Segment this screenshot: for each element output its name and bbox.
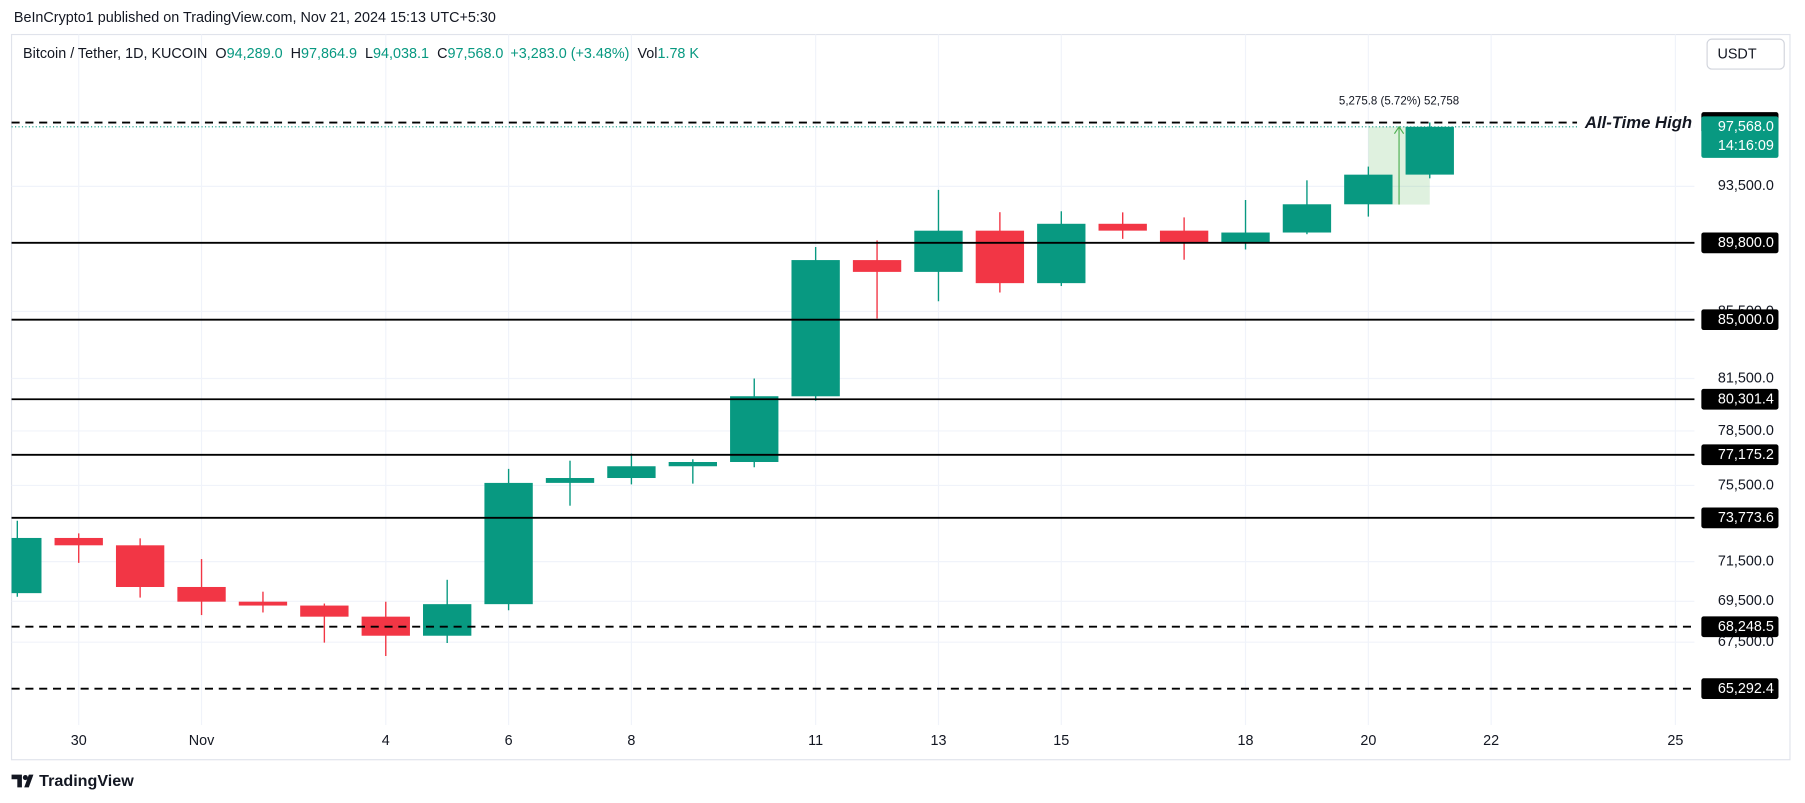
y-tick-label: 81,500.0 [1718,370,1774,386]
candle-body [607,466,656,479]
legend-label: O [215,46,226,62]
level-label: 80,301.4 [1718,392,1774,408]
x-tick-label: 22 [1483,733,1499,749]
countdown: 14:16:09 [1718,138,1774,154]
legend-label: L [365,46,373,62]
legend-label: H [291,46,301,62]
candle-body [730,396,779,462]
x-tick-label: 20 [1360,733,1376,749]
usdt-button[interactable]: USDT [1706,38,1785,70]
level-label-box [1701,507,1779,529]
level-label: 68,248.5 [1718,619,1774,635]
logo-dot [22,775,28,781]
candle-body [668,461,718,467]
candle-body [791,260,840,397]
level-label-box [1701,309,1779,331]
level-label: 85,000.0 [1718,312,1774,328]
overlay: 93,500.085,500.081,500.078,500.075,500.0… [11,46,1779,749]
candle-body [177,586,226,602]
level-label: 89,800.0 [1718,235,1774,251]
legend-value: 97,568.0 [447,46,503,62]
level-annotation: All-Time High [1584,113,1692,132]
x-tick-label: 11 [808,733,823,749]
legend-value: 1.78 K [657,46,699,62]
level-label: 77,175.2 [1718,447,1774,463]
y-tick-label: 67,500.0 [1718,634,1774,650]
legend-label: Vol [637,46,657,62]
candle-body [1344,174,1393,205]
annotation-bg [1577,112,1695,133]
symbol: Bitcoin / Tether, 1D, KUCOIN [23,46,207,62]
candle-body [484,482,533,605]
last-price-label: 97,568.0 [1718,119,1774,135]
measure-label: 5,275.8 (5.72%) 52,758 [1339,96,1459,108]
candle-body [300,605,349,617]
y-tick-label: 78,500.0 [1718,423,1774,439]
currency-box[interactable] [1706,38,1785,70]
candle-body [914,230,963,272]
x-tick-label: 25 [1667,733,1683,749]
x-tick-label: 18 [1238,733,1254,749]
candle-body [54,537,103,546]
x-tick-label: 8 [627,733,635,749]
attribution: BeInCrypto1 published on TradingView.com… [14,10,496,26]
logo-mark [11,774,34,788]
legend-value: 94,289.0 [227,46,283,62]
candle-body [115,545,165,587]
y-tick-label: 69,500.0 [1718,593,1774,609]
y-tick-label: 71,500.0 [1718,553,1774,569]
x-tick-label: Nov [189,733,215,749]
candle-body [1282,204,1332,233]
level-label-box [1701,232,1779,254]
level-label: 73,773.6 [1718,510,1774,526]
candle-body [1037,223,1086,284]
candle-body [852,260,902,272]
level-label-box [1701,678,1779,700]
legend-value: 97,864.9 [301,46,357,62]
level-label: 65,292.4 [1718,681,1774,697]
y-tick-label: 93,500.0 [1718,178,1774,194]
footer-logo [11,774,34,788]
ohlc-legend: Bitcoin / Tether, 1D, KUCOIN O94,289.0 H97… [23,46,699,62]
candle-body [1221,232,1270,242]
candle-body [545,478,595,483]
last-price-box [1701,116,1779,158]
level-label-box [1701,616,1779,638]
legend-label: C [437,46,447,62]
candle-body [1405,126,1454,175]
candle-body [423,604,472,636]
candle-body [1159,230,1209,242]
candle-body [11,537,42,594]
x-tick-label: 4 [382,733,390,749]
x-tick-label: 6 [505,733,513,749]
brand: TradingView [39,772,134,790]
candle-body [975,230,1025,284]
x-tick-label: 15 [1053,733,1069,749]
x-tick-label: 13 [930,733,946,749]
legend-value: 94,038.1 [373,46,429,62]
candle-body [238,601,288,606]
currency[interactable]: USDT [1717,46,1756,62]
legend-change: +3,283.0 (+3.48%) [510,46,629,62]
y-tick-label: 75,500.0 [1718,477,1774,493]
candle-body [1098,223,1147,231]
chart-frame [10,33,1791,761]
level-label-box [1701,388,1779,410]
measure-arrowhead [1393,125,1405,135]
level-label-box [1701,444,1779,466]
plot-area [11,34,1695,726]
x-tick-label: 30 [71,733,87,749]
